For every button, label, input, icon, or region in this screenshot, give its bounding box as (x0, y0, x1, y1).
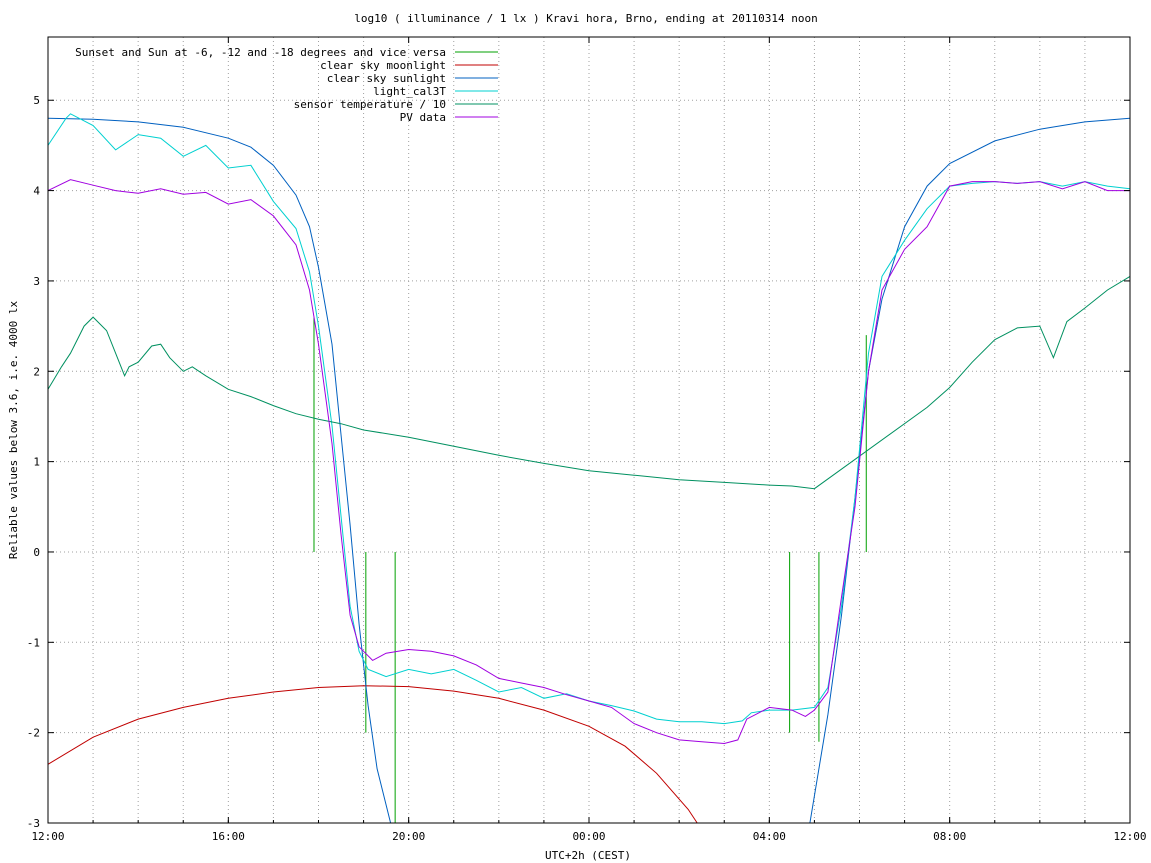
x-tick-label: 20:00 (392, 830, 425, 843)
series-line-3 (47, 113, 1131, 725)
y-tick-label: 5 (33, 94, 40, 107)
y-tick-label: 0 (33, 546, 40, 559)
legend-label: PV data (400, 111, 446, 124)
y-tick-label: -1 (27, 636, 40, 649)
legend-label: Sunset and Sun at -6, -12 and -18 degree… (75, 46, 446, 59)
legend-label: clear sky moonlight (320, 59, 446, 72)
y-tick-label: -2 (27, 727, 40, 740)
series-line-5 (47, 179, 1130, 745)
y-tick-label: -3 (27, 817, 40, 830)
legend-label: clear sky sunlight (327, 72, 446, 85)
x-tick-label: 16:00 (212, 830, 245, 843)
y-tick-label: 4 (33, 185, 40, 198)
x-axis-label: UTC+2h (CEST) (545, 849, 631, 862)
plot-series (47, 113, 1131, 824)
legend-label: light_cal3T (373, 85, 446, 98)
x-tick-label: 08:00 (933, 830, 966, 843)
series-sun-markers (313, 317, 867, 823)
series-line-2 (47, 117, 1131, 824)
series-line-1 (47, 685, 698, 824)
y-axis-label: Reliable values below 3.6, i.e. 4000 lx (7, 300, 20, 559)
chart-title: log10 ( illuminance / 1 lx ) Kravi hora,… (354, 12, 818, 25)
x-tick-label: 04:00 (753, 830, 786, 843)
y-tick-label: 3 (33, 275, 40, 288)
x-tick-label: 00:00 (572, 830, 605, 843)
x-tick-label: 12:00 (1113, 830, 1146, 843)
series-line-4 (47, 275, 1131, 490)
y-tick-label: 2 (33, 365, 40, 378)
x-tick-label: 12:00 (31, 830, 64, 843)
legend: Sunset and Sun at -6, -12 and -18 degree… (75, 46, 498, 124)
legend-label: sensor temperature / 10 (294, 98, 446, 111)
y-tick-label: 1 (33, 456, 40, 469)
axis-ticks: -3 -2 -1 0 1 2 3 4 5 12:00 16:00 20:00 00:00 04:00 08:… (27, 37, 1147, 843)
